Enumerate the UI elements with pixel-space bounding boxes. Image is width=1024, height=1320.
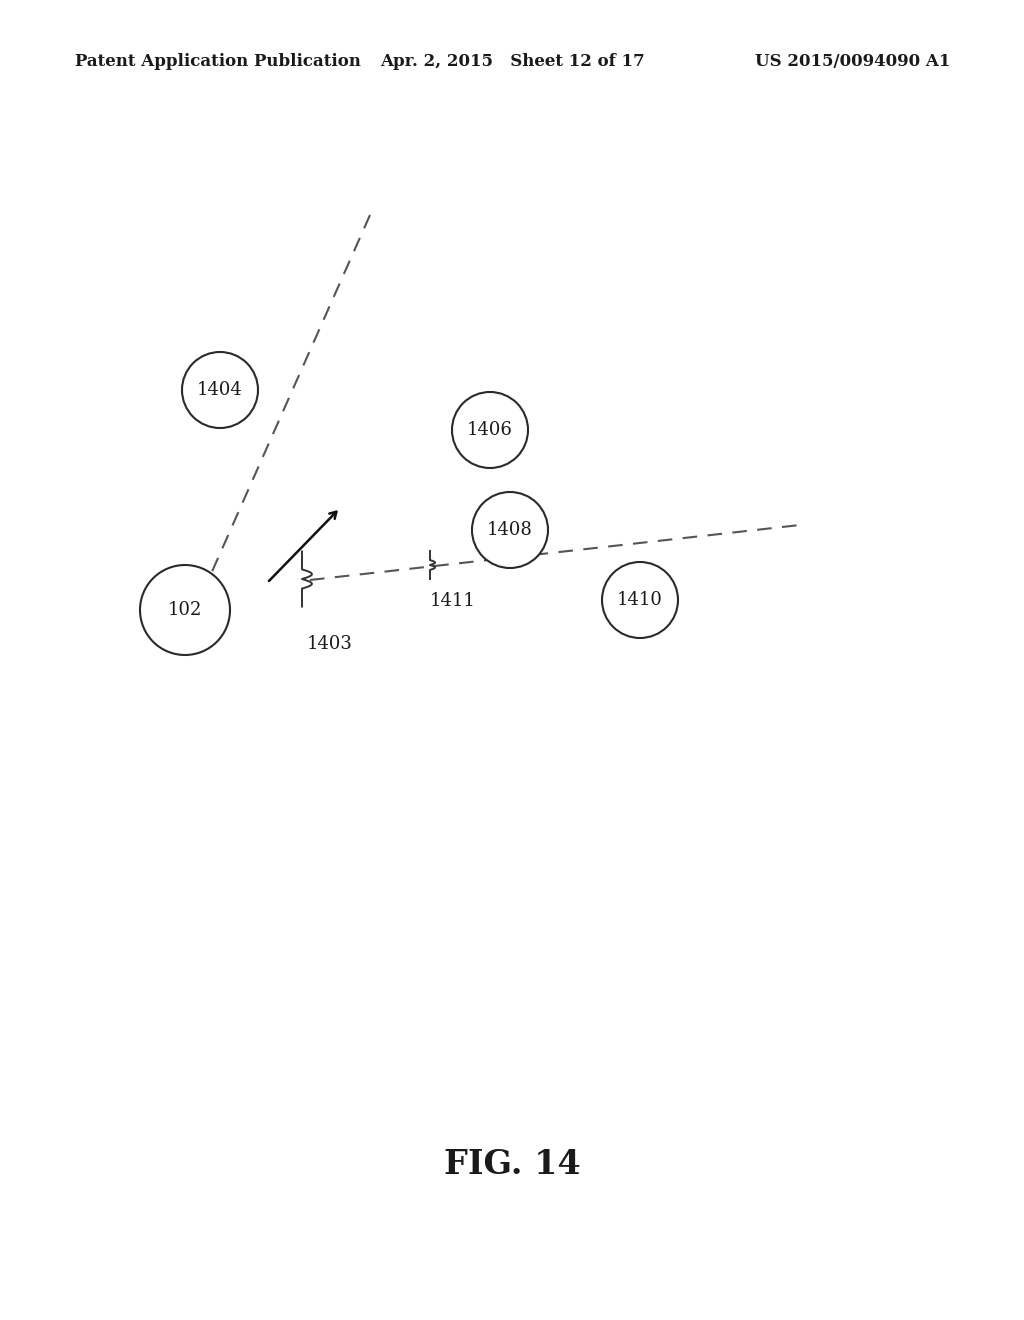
Ellipse shape [452,392,528,469]
Text: 1410: 1410 [617,591,663,609]
Text: FIG. 14: FIG. 14 [443,1148,581,1181]
Ellipse shape [602,562,678,638]
Text: US 2015/0094090 A1: US 2015/0094090 A1 [755,54,950,70]
Text: 102: 102 [168,601,202,619]
Text: Patent Application Publication: Patent Application Publication [75,54,360,70]
Text: 1408: 1408 [487,521,532,539]
Text: 1404: 1404 [198,381,243,399]
Ellipse shape [472,492,548,568]
Ellipse shape [140,565,230,655]
Text: Apr. 2, 2015   Sheet 12 of 17: Apr. 2, 2015 Sheet 12 of 17 [380,54,644,70]
Text: 1411: 1411 [430,591,476,610]
Text: 1406: 1406 [467,421,513,440]
Text: 1403: 1403 [307,635,353,653]
Ellipse shape [182,352,258,428]
